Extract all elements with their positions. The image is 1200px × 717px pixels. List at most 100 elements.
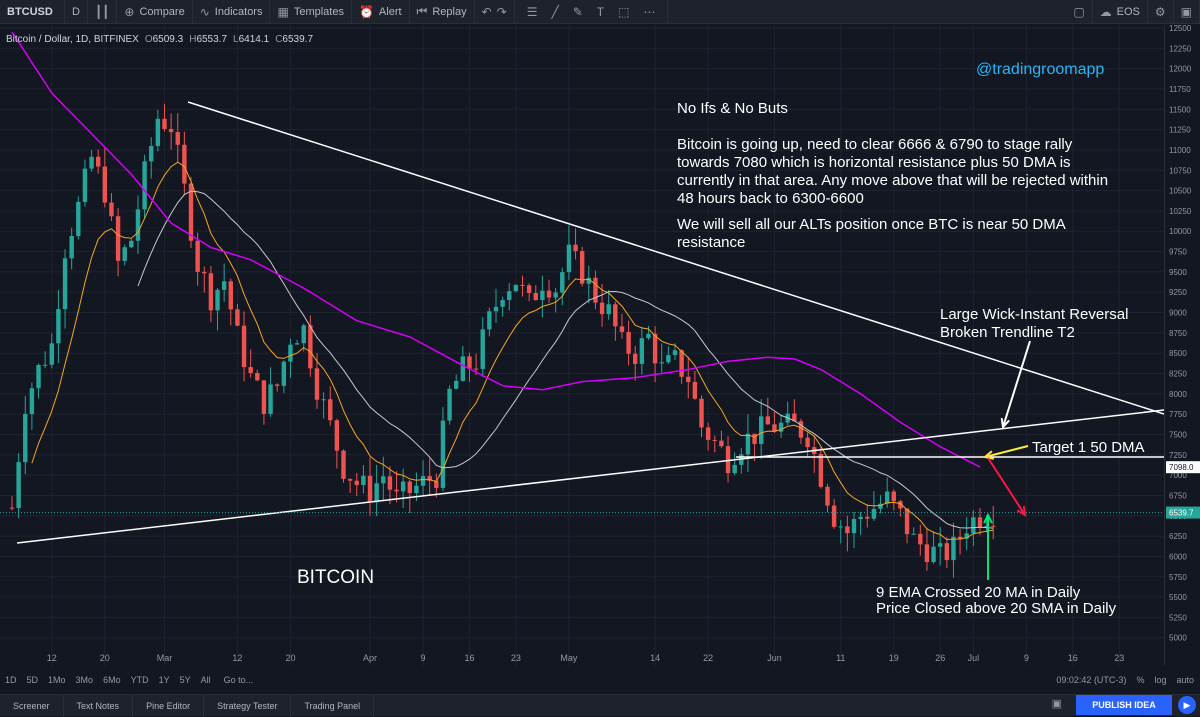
undo-icon[interactable]: ↶ bbox=[481, 4, 492, 19]
range-1y[interactable]: 1Y bbox=[158, 675, 170, 685]
analysis-line-2: towards 7080 which is horizontal resista… bbox=[677, 154, 1071, 171]
range-3mo[interactable]: 3Mo bbox=[75, 675, 94, 685]
tab-screener[interactable]: Screener bbox=[0, 694, 64, 717]
legend-open: 6509.3 bbox=[152, 34, 184, 45]
range-1mo[interactable]: 1Mo bbox=[48, 675, 66, 685]
candles-icon: ┃┃ bbox=[94, 4, 110, 19]
tab-text-notes[interactable]: Text Notes bbox=[64, 694, 134, 717]
candle-body bbox=[394, 489, 399, 492]
candle-body bbox=[420, 476, 426, 486]
brush-icon[interactable]: ✎ bbox=[572, 4, 583, 19]
auto-toggle[interactable]: auto bbox=[1176, 675, 1194, 685]
candle-body bbox=[195, 240, 200, 272]
lines-icon[interactable]: ☰ bbox=[526, 4, 538, 19]
legend-high-label: H bbox=[189, 34, 197, 45]
candle-body bbox=[573, 244, 578, 252]
price-tick-label: 11000 bbox=[1169, 146, 1191, 155]
candle-body bbox=[321, 399, 326, 401]
play-icon[interactable]: ▶ bbox=[1178, 696, 1196, 714]
compare-button[interactable]: ⊕ Compare bbox=[117, 0, 193, 24]
candle-body bbox=[931, 546, 936, 563]
tab-strategy-tester[interactable]: Strategy Tester bbox=[204, 694, 292, 717]
alert-button[interactable]: ⏰ Alert bbox=[352, 0, 410, 24]
gear-icon: ⚙ bbox=[1154, 5, 1166, 19]
log-toggle[interactable]: log bbox=[1154, 675, 1167, 685]
candle-body bbox=[871, 508, 877, 519]
candle-body bbox=[891, 491, 896, 502]
price-tick-label: 5250 bbox=[1169, 613, 1187, 622]
chart-type-button[interactable]: ┃┃ bbox=[88, 0, 118, 24]
candle-body bbox=[294, 343, 300, 345]
wick-note-line-1: Large Wick-Instant Reversal bbox=[940, 306, 1129, 323]
candle-body bbox=[142, 161, 147, 210]
price-tick-label: 5750 bbox=[1169, 573, 1187, 582]
candle-body bbox=[155, 118, 161, 147]
candle-body bbox=[149, 146, 154, 162]
ema-note-line-2: Price Closed above 20 SMA in Daily bbox=[876, 600, 1117, 617]
green-arrow-head bbox=[983, 512, 993, 524]
templates-button[interactable]: ▦ Templates bbox=[270, 0, 352, 24]
candle-body bbox=[626, 331, 631, 354]
candle-body bbox=[672, 350, 678, 356]
undo-redo[interactable]: ↶ ↷ bbox=[475, 0, 515, 24]
range-ytd[interactable]: YTD bbox=[130, 675, 149, 685]
cloud-icon: ☁ bbox=[1099, 5, 1112, 19]
candle-body bbox=[798, 421, 804, 438]
range-1d[interactable]: 1D bbox=[5, 675, 17, 685]
candle-body bbox=[248, 367, 253, 374]
indicators-button[interactable]: ∿ Indicators bbox=[193, 0, 271, 24]
trendline-icon[interactable]: ╱ bbox=[551, 4, 559, 19]
candle-body bbox=[367, 475, 373, 503]
resistance-price-tag: 7098.0 bbox=[1166, 461, 1200, 474]
price-chart[interactable]: 12 20 Mar 12 20 Apr 9 16 23 May 14 22 Jun 11 19 26 Jul 9 1… bbox=[0, 25, 1165, 666]
candle-body bbox=[16, 462, 21, 508]
candle-body bbox=[62, 258, 68, 310]
publish-idea-button[interactable]: PUBLISH IDEA bbox=[1076, 695, 1172, 715]
clock[interactable]: 09:02:42 (UTC-3) bbox=[1056, 675, 1127, 685]
time-tick-label: 12 bbox=[47, 653, 57, 663]
price-axis[interactable]: 5000525055005750600062506500675070007250… bbox=[1164, 24, 1200, 666]
price-tick-label: 5000 bbox=[1169, 634, 1187, 643]
redo-icon[interactable]: ↷ bbox=[496, 4, 507, 19]
price-tick-label: 10500 bbox=[1169, 187, 1192, 196]
price-tick-label: 12500 bbox=[1169, 25, 1192, 33]
goto-button[interactable]: Go to... bbox=[223, 675, 254, 685]
legend-close: 6539.7 bbox=[282, 34, 314, 45]
interval-button[interactable]: D bbox=[65, 0, 88, 24]
exchange-selector[interactable]: ☁ EOS bbox=[1093, 0, 1148, 24]
candle-body bbox=[606, 304, 611, 315]
compare-label: Compare bbox=[139, 5, 185, 18]
range-5d[interactable]: 5D bbox=[26, 675, 39, 685]
time-tick-label: 20 bbox=[100, 653, 110, 663]
replay-button[interactable]: ⏮ Replay bbox=[410, 0, 475, 24]
range-6mo[interactable]: 6Mo bbox=[103, 675, 121, 685]
camera-button[interactable]: ▣ bbox=[1174, 0, 1200, 24]
price-tick-label: 8250 bbox=[1169, 370, 1187, 379]
headline-text: No Ifs & No Buts bbox=[677, 100, 788, 117]
percent-toggle[interactable]: % bbox=[1136, 675, 1145, 685]
more-tools-icon[interactable]: ⋯ bbox=[643, 4, 656, 19]
candle-body bbox=[533, 293, 538, 301]
snapshot-icon[interactable]: ▣ bbox=[1051, 698, 1062, 710]
settings-button[interactable]: ⚙ bbox=[1148, 0, 1174, 24]
candle-body bbox=[792, 413, 797, 422]
price-axis-svg: 5000525055005750600062506500675070007250… bbox=[1166, 24, 1200, 643]
candle-body bbox=[652, 333, 658, 364]
shape-tool-icon[interactable]: ⬚ bbox=[618, 4, 630, 19]
text-tool-icon[interactable]: T bbox=[596, 4, 605, 19]
analysis-line-4: 48 hours back to 6300-6600 bbox=[677, 190, 864, 207]
range-5y[interactable]: 5Y bbox=[179, 675, 191, 685]
symbol-search[interactable]: BTCUSD bbox=[0, 0, 65, 24]
sma20-line bbox=[137, 190, 994, 529]
candle-body bbox=[838, 526, 843, 528]
tab-trading-panel[interactable]: Trading Panel bbox=[291, 694, 375, 717]
candle-body bbox=[95, 156, 101, 167]
tab-pine-editor[interactable]: Pine Editor bbox=[133, 694, 205, 717]
candle-body bbox=[758, 416, 764, 444]
candle-body bbox=[944, 543, 950, 561]
candle-body bbox=[361, 475, 366, 485]
chart-pane[interactable]: 12 20 Mar 12 20 Apr 9 16 23 May 14 22 Jun 11 19 26 Jul 9 1… bbox=[0, 25, 1165, 666]
fullscreen-button[interactable]: ▢ bbox=[1066, 0, 1093, 24]
range-all[interactable]: All bbox=[200, 675, 211, 685]
ema9-line bbox=[31, 161, 994, 541]
